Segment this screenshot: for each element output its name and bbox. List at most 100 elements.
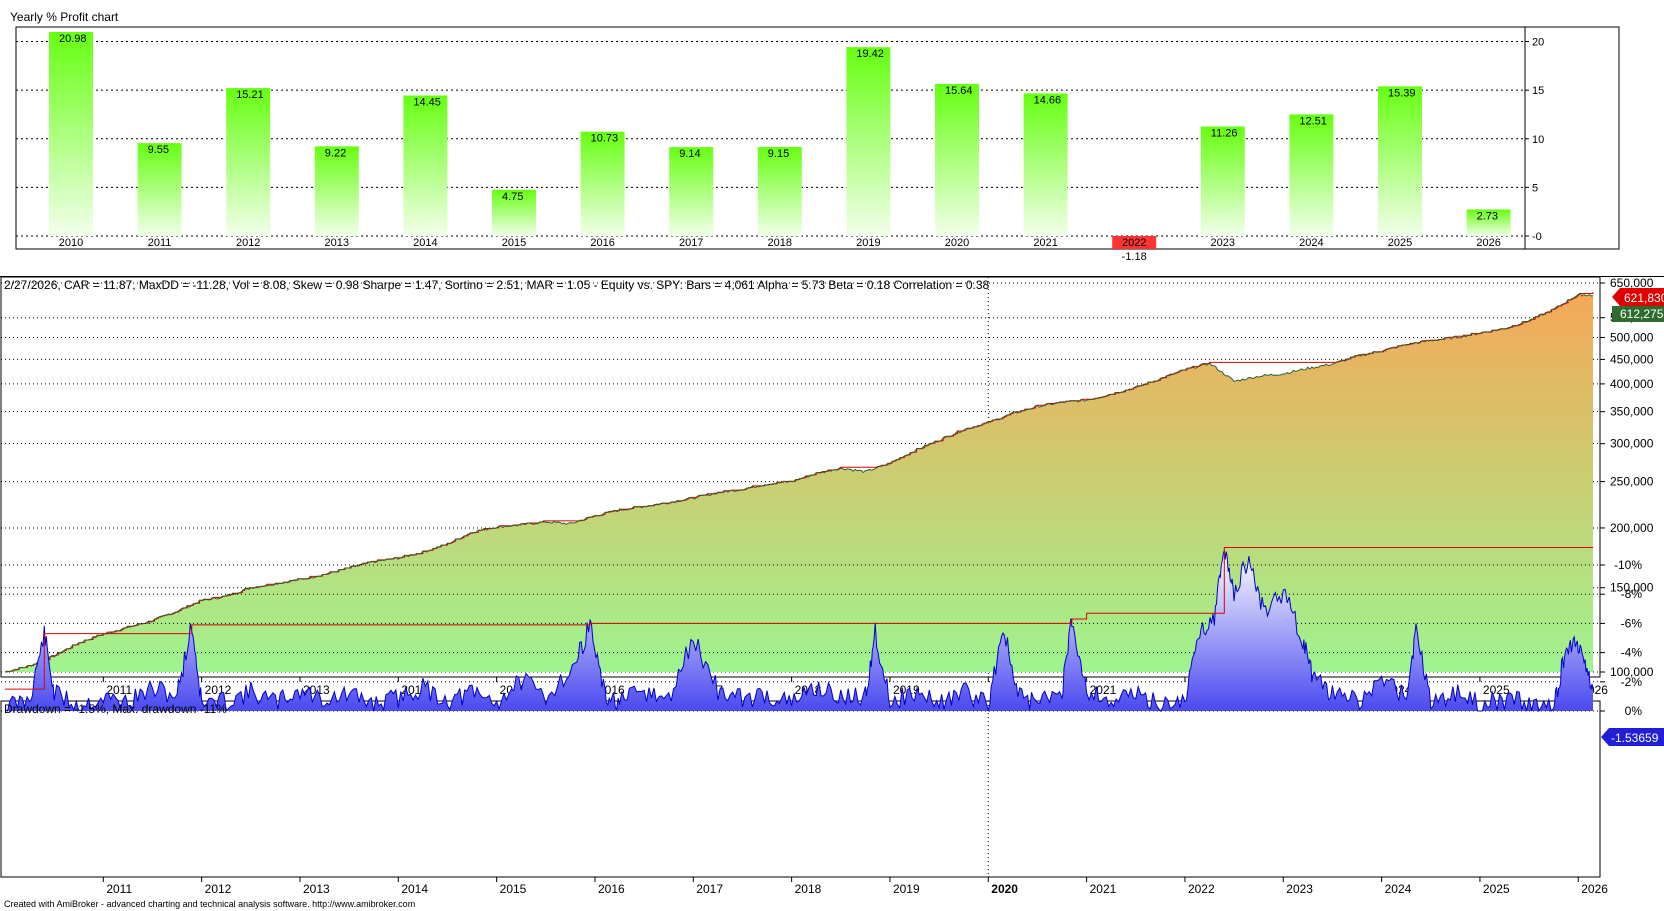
yearly-bar bbox=[492, 189, 536, 236]
yearly-profit-bars: 20.98 2010 9.55 2011 15.21 2012 9.22 2013 14.45 2… bbox=[49, 32, 1511, 263]
yearly-x-tick-label: 2018 bbox=[768, 237, 792, 249]
equity-x-tick-label: 2011 bbox=[106, 683, 132, 697]
yearly-x-tick-label: 2017 bbox=[679, 237, 703, 249]
drawdown-y-tick-label: -6% bbox=[1621, 616, 1643, 630]
yearly-bar-value: 15.39 bbox=[1388, 87, 1416, 99]
drawdown-x-tick-label: 2026 bbox=[1581, 882, 1608, 896]
yearly-bar-value: 14.45 bbox=[413, 96, 441, 108]
equity-y-tick-label: 400,000 bbox=[1610, 377, 1654, 391]
drawdown-y-tick-label: -2% bbox=[1621, 675, 1643, 689]
yearly-bar-value: 20.98 bbox=[59, 33, 87, 45]
equity-y-tick-label: 250,000 bbox=[1610, 475, 1654, 489]
yearly-x-tick-label: 2024 bbox=[1299, 237, 1323, 249]
equity-area bbox=[4, 292, 1594, 673]
yearly-y-tick-label: 10 bbox=[1532, 134, 1544, 146]
equity-y-tick-label: 350,000 bbox=[1610, 405, 1654, 419]
drawdown-x-tick-label: 2021 bbox=[1090, 882, 1117, 896]
equity-y-tick-label: 450,000 bbox=[1610, 352, 1654, 366]
drawdown-x-tick-label: 2017 bbox=[696, 882, 723, 896]
footer-credit: Created with AmiBroker - advanced charti… bbox=[4, 899, 415, 909]
drawdown-x-tick-label: 2011 bbox=[106, 882, 132, 896]
drawdown-y-tick-label: -10% bbox=[1614, 558, 1642, 572]
yearly-bar bbox=[669, 147, 714, 236]
drawdown-y-tick-label: -8% bbox=[1621, 587, 1643, 601]
drawdown-x-tick-label: 2014 bbox=[401, 882, 428, 896]
yearly-bar bbox=[580, 131, 625, 236]
drawdown-x-tick-label: 2012 bbox=[205, 882, 232, 896]
yearly-profit-panel: Yearly % Profit chart 20.9820109.5520111… bbox=[10, 10, 1620, 263]
yearly-bar bbox=[935, 83, 979, 236]
equity-high-value: 621,830 bbox=[1624, 291, 1664, 305]
drawdown-x-tick-label: 2019 bbox=[893, 882, 920, 896]
yearly-x-tick-label: 2021 bbox=[1033, 237, 1057, 249]
yearly-bar bbox=[1378, 86, 1422, 237]
yearly-bar-value: 4.75 bbox=[502, 191, 523, 203]
yearly-bar-value: 11.26 bbox=[1211, 128, 1238, 140]
yearly-bar-negative bbox=[1112, 236, 1157, 249]
drawdown-area-fill bbox=[5, 550, 1593, 711]
equity-line bbox=[4, 292, 1594, 673]
drawdown-x-tick-label: 2023 bbox=[1286, 882, 1313, 896]
yearly-x-tick-label: 2023 bbox=[1211, 237, 1235, 249]
drawdown-x-tick-label: 2020 bbox=[991, 882, 1018, 896]
drawdown-panel: Drawdown = -1.5%, Max. drawdown -11% 0% -… bbox=[0, 547, 1664, 896]
drawdown-y-tick-label: 0% bbox=[1625, 704, 1643, 718]
yearly-bar bbox=[1289, 114, 1334, 236]
drawdown-area bbox=[4, 547, 1594, 713]
max-drawdown-line bbox=[5, 547, 1593, 690]
equity-x-tick-label: 2019 bbox=[893, 683, 920, 697]
yearly-bar-value: 2.73 bbox=[1477, 210, 1498, 222]
yearly-x-tick-label: 2014 bbox=[413, 237, 437, 249]
yearly-x-tick-label: 2025 bbox=[1388, 237, 1412, 249]
yearly-x-tick-label: 2026 bbox=[1476, 237, 1500, 249]
yearly-bar-value: 9.22 bbox=[325, 147, 346, 159]
drawdown-x-tick-label: 2013 bbox=[303, 882, 330, 896]
yearly-bar-value: 9.14 bbox=[679, 148, 700, 160]
yearly-bar-value: 9.15 bbox=[768, 148, 789, 160]
yearly-bar-value: 12.51 bbox=[1299, 115, 1327, 127]
yearly-x-tick-label: 2013 bbox=[325, 237, 349, 249]
drawdown-y-tick-label: -4% bbox=[1621, 646, 1643, 660]
yearly-x-tick-label: 2022 bbox=[1122, 237, 1146, 249]
equity-area-fill bbox=[5, 293, 1593, 672]
drawdown-x-tick-label: 2025 bbox=[1483, 882, 1510, 896]
yearly-bar bbox=[49, 32, 93, 236]
yearly-bar-value: 14.66 bbox=[1034, 94, 1062, 106]
equity-y-tick-label: 200,000 bbox=[1610, 521, 1654, 535]
drawdown-last-badge: -1.53659 bbox=[1601, 728, 1664, 746]
equity-y-tick-label: 150,000 bbox=[1610, 581, 1654, 595]
yearly-y-tick-label: -0 bbox=[1532, 231, 1542, 243]
equity-last-badge: 612,275 bbox=[1612, 306, 1664, 322]
yearly-bar-value: -1.18 bbox=[1122, 251, 1147, 263]
drawdown-x-tick-label: 2022 bbox=[1188, 882, 1215, 896]
drawdown-line bbox=[4, 550, 1594, 713]
yearly-x-tick-label: 2010 bbox=[59, 237, 83, 249]
equity-stats-title: 2/27/2026, CAR = 11.87, MaxDD = -11.28, … bbox=[4, 278, 989, 292]
yearly-y-tick-label: 15 bbox=[1532, 85, 1544, 97]
yearly-bar-value: 19.42 bbox=[856, 48, 884, 60]
yearly-profit-y-axis: 20 15 10 5 -0 bbox=[1525, 37, 1544, 243]
drawdown-x-tick-label: 2024 bbox=[1385, 882, 1412, 896]
yearly-bar bbox=[137, 143, 182, 236]
equity-x-tick-label: 2025 bbox=[1483, 683, 1510, 697]
yearly-bar bbox=[403, 95, 448, 237]
equity-y-tick-label: 100,000 bbox=[1610, 665, 1654, 679]
yearly-x-tick-label: 2011 bbox=[148, 237, 172, 249]
yearly-bar bbox=[1466, 209, 1511, 236]
equity-high-badge: 621,830 bbox=[1612, 288, 1664, 306]
equity-x-tick-label: 2012 bbox=[205, 683, 232, 697]
drawdown-x-tick-label: 2018 bbox=[795, 882, 822, 896]
equity-last-value: 612,275 bbox=[1620, 307, 1664, 321]
yearly-bar bbox=[1200, 126, 1245, 236]
yearly-x-tick-label: 2019 bbox=[856, 237, 880, 249]
yearly-profit-title: Yearly % Profit chart bbox=[10, 10, 119, 24]
drawdown-y-axis: 0% -2% -4% -6% -8% -10% bbox=[1600, 558, 1642, 718]
yearly-x-tick-label: 2016 bbox=[590, 237, 614, 249]
equity-y-tick-label: 500,000 bbox=[1610, 331, 1654, 345]
drawdown-x-tick-label: 2015 bbox=[500, 882, 527, 896]
yearly-bar-value: 10.73 bbox=[591, 133, 619, 145]
yearly-bar-value: 15.21 bbox=[236, 89, 264, 101]
yearly-bar-value: 15.64 bbox=[945, 85, 973, 97]
drawdown-last-value: -1.53659 bbox=[1611, 731, 1659, 745]
